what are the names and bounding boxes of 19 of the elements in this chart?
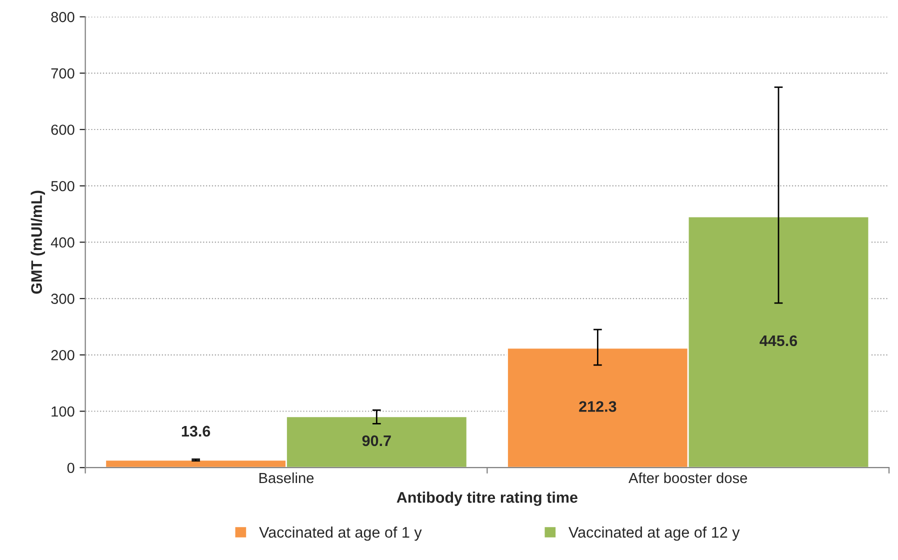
y-axis-title: GMT (mUI/mL) [30, 190, 46, 294]
y-tick-label: 300 [51, 294, 74, 304]
data-label: 13.6 [182, 426, 210, 437]
x-axis-title: Antibody titre rating time [396, 492, 578, 506]
y-tick-label: 500 [51, 180, 74, 192]
x-tick-label: After booster dose [628, 472, 748, 484]
data-label: 212.3 [579, 401, 616, 412]
y-tick-label: 0 [67, 462, 74, 474]
legend-label: Vaccinated at age of 12 y [568, 526, 740, 541]
y-tick-label: 800 [51, 12, 74, 22]
x-tick-label: Baseline [259, 472, 314, 484]
legend-label: Vaccinated at age of 1 y [259, 526, 422, 541]
y-tick-label: 400 [50, 237, 74, 248]
y-tick-label: 200 [51, 350, 74, 360]
y-tick-label: 700 [51, 68, 74, 79]
data-label: 90.7 [362, 435, 391, 446]
y-tick-label: 600 [51, 124, 74, 135]
y-tick-label: 100 [52, 406, 74, 417]
data-label: 445.6 [760, 335, 798, 346]
